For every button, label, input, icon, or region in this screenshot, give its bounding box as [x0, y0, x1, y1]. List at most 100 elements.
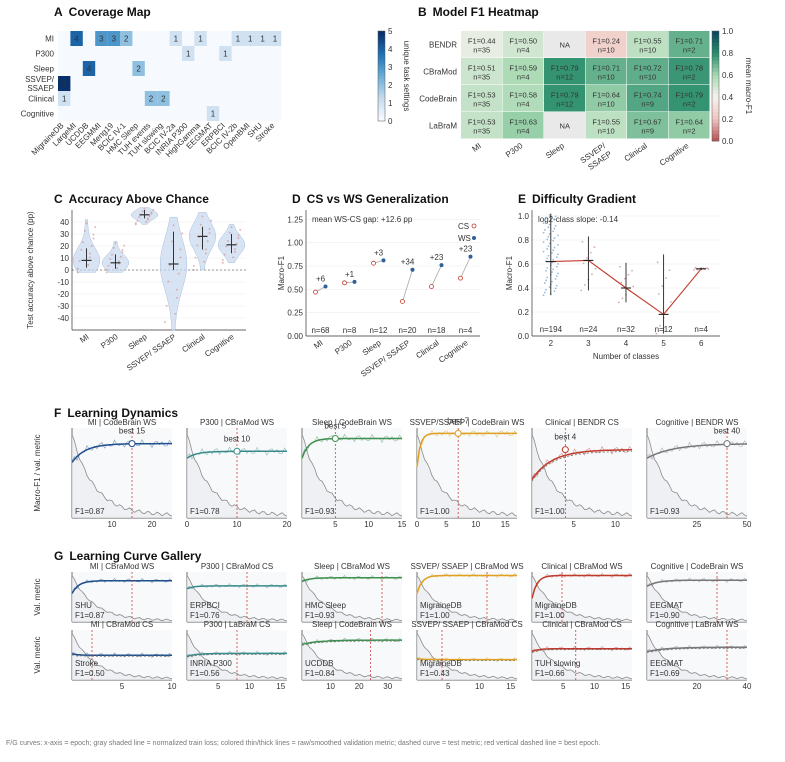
dataset-label: HMC Sleep	[305, 601, 346, 610]
subplot-x-tick: 10	[364, 520, 373, 529]
x-tick-label: 3	[586, 339, 591, 348]
best-epoch-marker	[561, 446, 569, 454]
heatmap-cell	[107, 31, 120, 46]
cs-point	[342, 280, 347, 286]
best-epoch-label: best 7	[447, 416, 469, 425]
cell-f1: F1=0.67	[634, 118, 662, 127]
smoothed-validation-line	[71, 579, 172, 594]
cell-value: 4	[74, 35, 79, 44]
data-point	[548, 242, 551, 245]
colorbar-segment	[378, 58, 385, 62]
smoothed-validation-line	[416, 574, 517, 594]
data-point	[208, 231, 211, 234]
data-point	[555, 265, 558, 268]
column-label: MI	[470, 141, 482, 153]
cell-n: n=9	[641, 100, 654, 109]
data-point	[553, 246, 556, 249]
data-point	[210, 219, 213, 222]
cell-n: n=4	[517, 73, 530, 82]
data-point	[594, 267, 597, 270]
n-label: n=4	[694, 325, 708, 334]
data-point	[163, 320, 166, 323]
data-point	[542, 222, 545, 225]
subplot-x-tick: 10	[168, 682, 177, 691]
data-point	[707, 268, 710, 270]
f1-label: F1=1.00	[535, 611, 565, 620]
data-point	[546, 248, 549, 250]
colorbar-segment	[712, 126, 719, 131]
gap-label: +6	[316, 275, 326, 284]
smoothed-validation-line	[301, 437, 402, 459]
colorbar-tick: 5	[388, 27, 393, 36]
cell-value: 3	[112, 35, 117, 44]
data-point	[134, 222, 137, 225]
data-point	[225, 245, 228, 248]
colorbar-segment	[378, 100, 385, 104]
difficulty-chart: 0.0 0.2 0.4 0.6 0.8 1.0 Macro-F1 Number of clas…	[505, 210, 720, 361]
train-loss-area	[647, 633, 747, 680]
cell-n: n=35	[473, 127, 490, 136]
colorbar-segment	[712, 130, 719, 135]
dataset-label: INRIA P300	[190, 659, 232, 668]
colorbar-segment	[712, 42, 719, 47]
legend-label-cs: CS	[458, 222, 469, 231]
ws-point	[323, 284, 328, 289]
colorbar-tick: 0.2	[722, 115, 734, 124]
cell-n: n=12	[556, 73, 573, 82]
x-tick-label: MI	[312, 338, 324, 350]
colorbar-segment	[378, 76, 385, 80]
gap-label: +34	[401, 258, 415, 267]
heatmap-cell	[461, 85, 502, 112]
data-point	[87, 263, 90, 266]
learning-curve-gallery: Val. metric Val. metric MI | CBraMod WS SHU…	[33, 562, 752, 691]
data-point	[94, 226, 97, 229]
heatmap-cell	[70, 31, 83, 46]
data-point	[552, 258, 555, 261]
cell-value: 4	[87, 65, 92, 74]
colorbar-segment	[712, 64, 719, 69]
best-epoch-marker	[128, 440, 136, 448]
train-loss-area	[532, 633, 632, 680]
train-loss-line	[531, 575, 633, 622]
data-point	[547, 235, 550, 238]
data-point	[172, 224, 175, 227]
colorbar-segment	[712, 115, 719, 120]
cell-value: 1	[174, 35, 179, 44]
heatmap-cell	[668, 85, 710, 112]
n-label: n=32	[617, 325, 636, 334]
colorbar-tick: 2	[388, 81, 393, 90]
test-metric-line	[301, 640, 402, 646]
colorbar-segment	[378, 118, 385, 122]
f1-label: F1=0.69	[650, 669, 680, 678]
data-point	[152, 209, 155, 211]
colorbar-tick: 3	[388, 63, 393, 72]
data-point	[542, 241, 545, 244]
subplot-x-tick: 10	[475, 682, 484, 691]
subplot-x-tick: 15	[506, 682, 515, 691]
data-point	[233, 250, 236, 253]
data-point	[545, 288, 547, 291]
cell-n: n=10	[598, 46, 615, 55]
cell-f1: F1=0.55	[592, 118, 620, 127]
cell-value: 1	[223, 50, 228, 59]
subplot-title: Sleep | CBraMod WS	[314, 562, 390, 571]
cell-n: n=10	[598, 127, 615, 136]
subplot-x-tick: 0	[415, 520, 420, 529]
train-loss-area	[417, 575, 517, 622]
subplot-x-tick: 20	[148, 520, 157, 529]
train-loss-line	[646, 434, 748, 517]
subplot-title: Sleep | CodeBrain WS	[312, 620, 392, 629]
heatmap-cell	[157, 91, 170, 106]
train-loss-area	[72, 434, 172, 518]
n-label: n=4	[459, 326, 473, 335]
cell-f1: F1=0.64	[592, 91, 620, 100]
train-loss-area	[72, 575, 172, 622]
cell-value: 1	[186, 50, 191, 59]
data-point	[80, 248, 83, 251]
best-epoch-label: best 4	[554, 433, 576, 442]
